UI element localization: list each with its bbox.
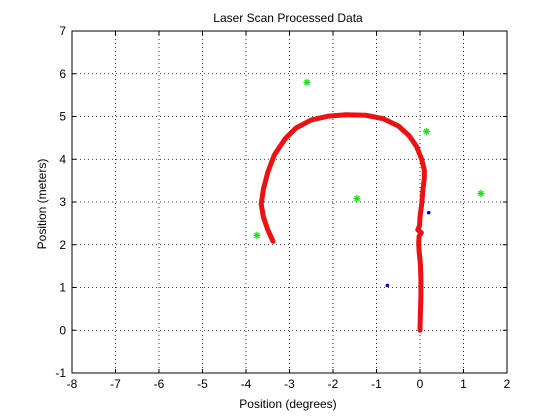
x-tick-label: -6 (154, 377, 165, 391)
x-tick-label: 2 (504, 377, 511, 391)
landmark-point (303, 78, 311, 86)
chart-title: Laser Scan Processed Data (213, 11, 363, 25)
x-tick-label: -2 (328, 377, 339, 391)
x-tick-label: -4 (241, 377, 252, 391)
detection-point (426, 210, 431, 215)
y-tick-label: 4 (59, 152, 66, 166)
y-tick-label: 0 (59, 323, 66, 337)
x-tick-label: -1 (371, 377, 382, 391)
plot-frame (71, 30, 508, 374)
x-tick-label: -8 (67, 377, 78, 391)
landmark-point (423, 127, 431, 135)
landmark-point (353, 195, 361, 203)
landmark-point (477, 189, 485, 197)
series-layer (253, 78, 485, 333)
y-tick-label: 5 (59, 110, 66, 124)
x-tick-labels: -8 -7 -6 -5 -4 -3 -2 -1 0 1 2 (67, 377, 511, 391)
path-line (258, 112, 427, 333)
landmark-point (253, 231, 261, 239)
y-tick-label: 3 (59, 195, 66, 209)
x-tick-label: -3 (284, 377, 295, 391)
y-tick-label: -1 (55, 366, 66, 380)
x-tick-label: 1 (460, 377, 467, 391)
y-tick-label: 1 (59, 281, 66, 295)
y-tick-label: 6 (59, 67, 66, 81)
y-axis-label: Position (meters) (35, 159, 49, 250)
x-axis-label: Position (degrees) (239, 397, 336, 411)
x-tick-label: -5 (197, 377, 208, 391)
y-tick-label: 7 (59, 24, 66, 38)
grid (72, 31, 507, 373)
x-tick-label: -7 (110, 377, 121, 391)
x-tick-label: 0 (417, 377, 424, 391)
y-tick-labels: -1 0 1 2 3 4 5 6 7 (55, 24, 66, 380)
plot-area (72, 31, 507, 373)
y-tick-label: 2 (59, 238, 66, 252)
detection-point (385, 283, 390, 288)
